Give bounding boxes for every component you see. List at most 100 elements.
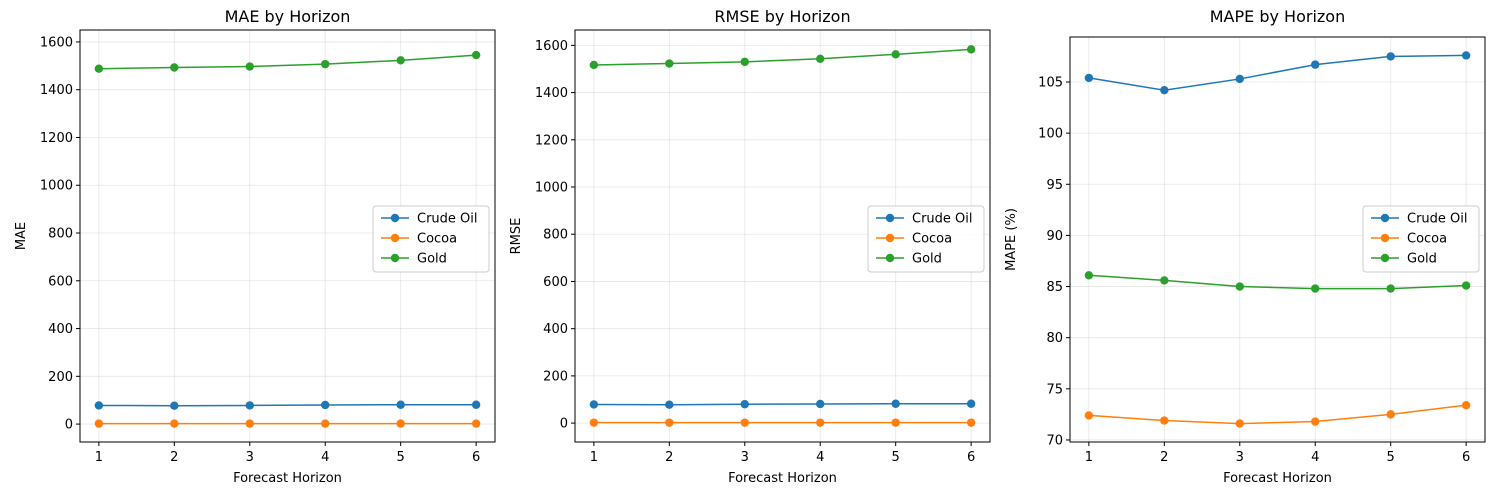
legend: Crude Oil Cocoa Gold [1362,205,1480,273]
x-tick-label: 2 [1160,450,1168,465]
x-tick-label: 6 [967,450,975,465]
legend-marker [390,233,400,243]
legend-marker [885,233,895,243]
data-point [589,400,599,409]
legend-marker [885,213,895,223]
y-tick-label: 1600 [40,35,73,50]
y-tick-label: 85 [1046,280,1063,295]
legend: Crude Oil Cocoa Gold [372,205,490,273]
data-point [665,418,674,427]
data-point [1160,416,1169,425]
y-tick-label: 400 [48,322,73,337]
data-point [1311,417,1320,426]
data-point [1235,74,1244,84]
y-tick-label: 600 [48,274,73,289]
data-point [321,419,330,428]
y-tick-label: 200 [48,370,73,385]
legend-label: Cocoa [1407,232,1447,247]
x-tick-label: 3 [1236,450,1244,465]
x-tick-label: 5 [397,450,405,465]
data-point [740,400,749,409]
data-point [665,59,674,68]
legend-marker [1380,213,1390,223]
y-axis-label: MAE [14,222,29,250]
y-tick-label: 0 [560,417,568,432]
y-tick-label: 75 [1046,382,1063,397]
data-point [396,419,405,428]
y-tick-label: 1600 [535,39,568,54]
data-point [589,60,599,70]
legend-marker [390,253,400,263]
y-tick-label: 95 [1046,178,1063,193]
chart-title: MAE by Horizon [225,7,351,26]
series-line-crude-oil [593,403,972,406]
x-tick-label: 3 [246,450,254,465]
data-point [94,419,104,428]
data-point [245,62,254,71]
x-tick-label: 2 [170,450,178,465]
data-point [740,57,749,67]
data-point [245,419,254,428]
data-point [471,419,481,428]
x-tick-label: 2 [665,450,673,465]
y-tick-label: 105 [1038,76,1063,91]
data-point [170,401,179,410]
series-line-gold [98,54,477,70]
data-point [396,56,405,65]
data-point [665,400,674,409]
x-tick-label: 6 [1462,450,1470,465]
data-point [170,63,179,72]
series-line-crude-oil [1088,54,1467,91]
y-tick-label: 90 [1046,229,1063,244]
legend-marker [1380,253,1390,263]
data-point [471,50,481,60]
legend-marker [390,213,400,223]
data-point [1160,276,1169,285]
data-point [321,400,330,410]
data-point [589,418,599,427]
x-axis-label: Forecast Horizon [233,471,342,486]
data-point [1461,281,1471,290]
data-point [1461,400,1471,410]
legend-label: Gold [912,252,942,267]
y-tick-label: 800 [543,228,568,243]
series-line-cocoa [1088,404,1467,425]
legend-label: Crude Oil [912,212,973,227]
x-tick-label: 1 [1085,450,1093,465]
series-line-gold [593,48,972,66]
x-tick-label: 5 [892,450,900,465]
y-tick-label: 1200 [535,133,568,148]
x-tick-label: 1 [95,450,103,465]
chart-1: 1 2 3 4 5 6 0 200 400 600 800 1000 1200 1400 1600 RMSE … [509,7,991,486]
y-tick-label: 400 [543,322,568,337]
axes-frame [1069,36,1486,443]
data-point [816,54,825,64]
data-point [1461,51,1471,60]
data-point [1235,282,1244,291]
y-tick-label: 70 [1046,433,1063,448]
data-point [966,399,976,408]
x-tick-label: 4 [1311,450,1319,465]
y-tick-label: 1000 [40,179,73,194]
data-point [1311,284,1320,293]
x-tick-label: 4 [321,450,329,465]
data-point [966,45,976,54]
y-axis-label: MAPE (%) [1004,208,1019,271]
legend-label: Crude Oil [417,212,478,227]
chart-0: 1 2 3 4 5 6 0 200 400 600 800 1000 1200 1400 1600 MAE b… [14,7,496,486]
legend-label: Gold [417,252,447,267]
legend-box [1362,205,1480,273]
y-tick-label: 1400 [535,86,568,101]
x-axis-label: Forecast Horizon [1223,471,1332,486]
x-tick-label: 6 [472,450,480,465]
axes-frame [79,29,496,443]
series-line-crude-oil [98,403,477,407]
chart-title: MAPE by Horizon [1210,7,1345,26]
y-tick-label: 1400 [40,83,73,98]
data-point [1084,411,1094,420]
y-tick-label: 800 [48,227,73,242]
data-point [94,64,104,73]
legend-label: Cocoa [417,232,457,247]
data-point [1311,60,1320,69]
